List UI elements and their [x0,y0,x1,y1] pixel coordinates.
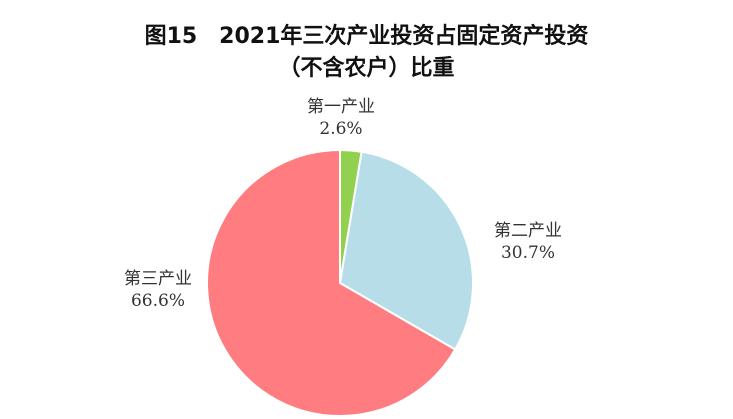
slice-category-label: 第二产业 [494,221,562,241]
slice-category-label: 第一产业 [307,97,375,117]
pie-slice-secondary-industry [338,150,474,351]
slice-value-label: 2.6% [319,119,363,139]
slice-label-secondary-industry: 第二产业 30.7% [478,220,578,264]
slice-value-label: 66.6% [130,291,185,311]
slice-value-label: 30.7% [500,243,555,263]
pie-slice-tertiary-industry [206,148,457,417]
slice-label-tertiary-industry: 第三产业 66.6% [108,268,208,312]
slice-category-label: 第三产业 [124,269,192,289]
chart-title: 图15 2021年三次产业投资占固定资产投资 [144,24,589,49]
slice-label-primary-industry: 第一产业 2.6% [296,96,386,140]
chart-subtitle: （不含农户）比重 [278,56,455,81]
